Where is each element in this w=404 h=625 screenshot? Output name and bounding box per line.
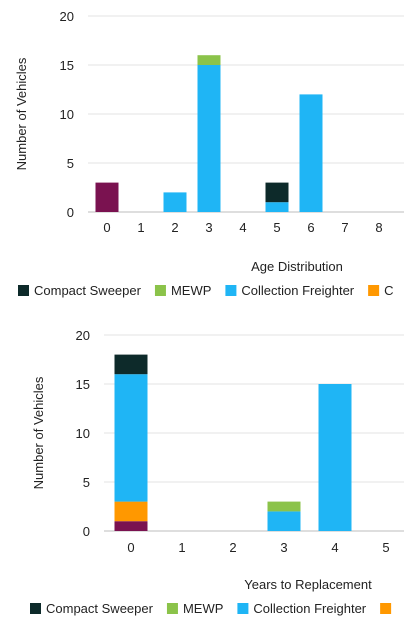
x-axis-title: Age Distribution — [251, 259, 343, 274]
bar-segment-compact-sweeper — [114, 354, 148, 375]
x-tick-label: 1 — [178, 540, 185, 555]
bar-segment-compact-sweeper — [265, 182, 289, 203]
bar-segment-unnamed — [114, 501, 148, 522]
legend-swatch — [225, 285, 237, 296]
legend-swatch — [18, 285, 29, 296]
x-tick-label: 3 — [205, 220, 212, 235]
legend-label: Collection Freighter — [253, 601, 366, 616]
x-tick-label: 5 — [273, 220, 280, 235]
x-tick-label: 0 — [127, 540, 134, 555]
x-tick-label: 5 — [382, 540, 389, 555]
legend-label: MEWP — [183, 601, 223, 616]
bar-segment-mewp — [197, 55, 221, 65]
legend: Compact Sweeper MEWP Collection Freighter C — [18, 283, 394, 298]
bar-segment-collection-freighter — [318, 384, 352, 531]
bar-segment-collection-freighter — [163, 192, 187, 212]
bar-segment-collection-freighter — [267, 511, 301, 531]
bar-segment-collection-freighter — [197, 65, 221, 212]
y-tick-label: 15 — [76, 377, 90, 392]
legend-swatch — [368, 285, 380, 296]
x-tick-label: 3 — [280, 540, 287, 555]
x-tick-label: 6 — [307, 220, 314, 235]
y-axis-title: Number of Vehicles — [14, 57, 29, 170]
years-to-replacement-chart: 0 5 10 15 20 Number of Vehicles 0 1 2 3 4 5 Years to… — [30, 328, 404, 616]
y-axis-title: Number of Vehicles — [31, 376, 46, 489]
y-tick-label: 0 — [67, 205, 74, 220]
y-tick-label: 0 — [83, 524, 90, 539]
x-tick-label: 4 — [331, 540, 338, 555]
y-tick-label: 5 — [83, 475, 90, 490]
x-tick-label: 2 — [229, 540, 236, 555]
legend-label: Compact Sweeper — [34, 283, 142, 298]
legend-swatch — [154, 285, 166, 296]
bar-segment-collection-freighter — [265, 202, 289, 212]
y-tick-label: 10 — [60, 107, 74, 122]
y-tick-label: 15 — [60, 58, 74, 73]
legend-swatch — [380, 603, 392, 614]
legend-label: Collection Freighter — [241, 283, 354, 298]
x-tick-label: 8 — [375, 220, 382, 235]
x-tick-label: 7 — [341, 220, 348, 235]
x-tick-label: 2 — [171, 220, 178, 235]
y-tick-label: 5 — [67, 156, 74, 171]
bar-segment-collection-freighter — [114, 374, 148, 502]
legend-swatch — [237, 603, 249, 614]
x-tick-label: 4 — [239, 220, 246, 235]
age-distribution-chart: 0 5 10 15 20 Number of Vehicles 0 1 2 3 4 5 6 7 8 Age D… — [14, 9, 404, 298]
bar-segment-collection-freighter — [299, 94, 323, 212]
x-tick-label: 0 — [103, 220, 110, 235]
legend-label: MEWP — [171, 283, 211, 298]
legend-swatch — [30, 603, 41, 614]
bar-segment-mewp — [267, 501, 301, 512]
legend-label: C — [384, 283, 393, 298]
legend-swatch — [166, 603, 178, 614]
x-axis-title: Years to Replacement — [244, 577, 372, 592]
y-tick-label: 20 — [76, 328, 90, 343]
x-tick-label: 1 — [137, 220, 144, 235]
legend-label: Compact Sweeper — [46, 601, 154, 616]
y-tick-label: 20 — [60, 9, 74, 24]
legend: Compact Sweeper MEWP Collection Freighter — [30, 601, 392, 616]
y-tick-label: 10 — [76, 426, 90, 441]
bar-segment-unnamed — [114, 521, 148, 531]
bar-segment-unnamed — [95, 182, 119, 212]
